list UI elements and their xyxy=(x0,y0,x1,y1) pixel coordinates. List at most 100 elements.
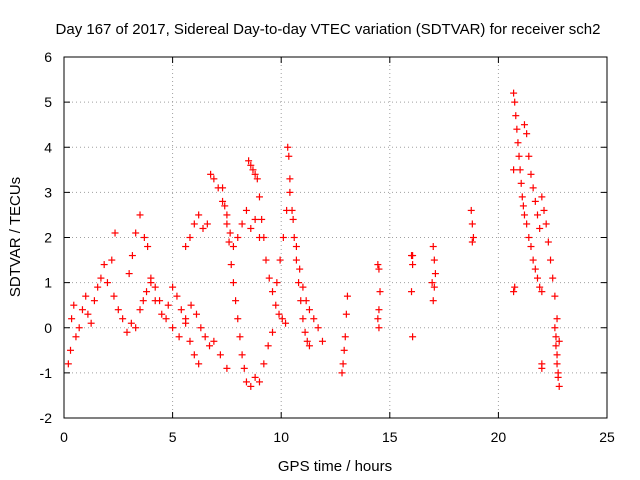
data-point-plus xyxy=(290,234,298,241)
data-point-plus xyxy=(223,220,231,228)
data-point-plus xyxy=(260,234,268,241)
data-point-plus xyxy=(201,333,209,341)
data-point-plus xyxy=(186,234,194,241)
data-point-plus xyxy=(229,243,237,251)
data-point-plus xyxy=(409,261,417,269)
data-point-plus xyxy=(158,310,166,318)
data-point-plus xyxy=(229,279,237,287)
data-point-plus xyxy=(511,283,519,291)
data-point-plus xyxy=(156,297,164,305)
data-point-plus xyxy=(519,202,527,210)
data-point-plus xyxy=(210,175,218,183)
data-point-plus xyxy=(525,234,533,241)
data-point-plus xyxy=(255,378,263,386)
data-point-plus xyxy=(510,288,518,296)
data-point-plus xyxy=(529,256,537,264)
data-point-plus xyxy=(516,166,524,174)
data-point-plus xyxy=(190,220,198,228)
data-point-plus xyxy=(468,220,476,228)
data-point-plus xyxy=(206,342,214,350)
data-point-plus xyxy=(247,161,255,169)
data-point-plus xyxy=(236,333,244,341)
data-point-plus xyxy=(295,279,303,287)
data-point-plus xyxy=(186,337,194,345)
data-point-plus xyxy=(182,315,190,323)
y-tick-label: 6 xyxy=(44,49,52,65)
data-point-plus xyxy=(64,360,72,368)
data-point-plus xyxy=(517,179,525,187)
data-point-plus xyxy=(219,197,227,205)
data-point-plus xyxy=(554,369,562,377)
data-point-plus xyxy=(527,243,535,251)
y-tick-label: -1 xyxy=(40,365,53,381)
x-axis-label: GPS time / hours xyxy=(278,458,392,475)
data-point-plus xyxy=(305,306,313,314)
data-point-plus xyxy=(375,265,383,273)
data-point-plus xyxy=(282,319,290,327)
y-tick-label: 3 xyxy=(44,184,52,200)
data-point-plus xyxy=(169,283,177,291)
data-point-plus xyxy=(533,274,541,282)
data-point-plus xyxy=(162,315,170,323)
data-point-plus xyxy=(94,283,102,291)
data-point-plus xyxy=(221,202,229,210)
data-point-plus xyxy=(128,252,136,260)
x-tick-label: 0 xyxy=(60,429,68,445)
data-point-plus xyxy=(467,206,475,214)
data-point-plus xyxy=(515,152,523,160)
data-point-plus xyxy=(111,229,119,237)
y-axis-label: SDTVAR / TECUs xyxy=(7,177,24,297)
data-points xyxy=(64,89,563,390)
data-point-plus xyxy=(278,315,286,323)
data-point-plus xyxy=(409,252,417,260)
data-point-plus xyxy=(468,238,476,246)
data-point-plus xyxy=(536,224,544,232)
data-point-plus xyxy=(110,292,118,300)
data-point-plus xyxy=(531,197,539,205)
data-point-plus xyxy=(338,369,346,377)
data-point-plus xyxy=(255,193,263,201)
data-point-plus xyxy=(240,364,248,372)
data-point-plus xyxy=(258,215,266,223)
data-point-plus xyxy=(553,351,561,359)
data-point-plus xyxy=(540,206,548,214)
data-point-plus xyxy=(544,238,552,246)
data-point-plus xyxy=(151,283,159,291)
data-point-plus xyxy=(374,261,382,269)
data-point-plus xyxy=(341,333,349,341)
data-point-plus xyxy=(510,166,518,174)
data-point-plus xyxy=(303,337,311,345)
data-point-plus xyxy=(68,315,76,323)
data-point-plus xyxy=(520,211,528,219)
x-tick-label: 5 xyxy=(169,429,177,445)
data-point-plus xyxy=(555,337,563,345)
data-point-plus xyxy=(301,328,309,336)
data-point-plus xyxy=(72,333,80,341)
data-point-plus xyxy=(175,333,183,341)
data-point-plus xyxy=(249,166,257,174)
data-point-plus xyxy=(531,265,539,273)
data-point-plus xyxy=(549,274,557,282)
data-point-plus xyxy=(203,220,211,228)
data-point-plus xyxy=(234,315,242,323)
data-point-plus xyxy=(227,261,235,269)
data-point-plus xyxy=(192,310,200,318)
data-point-plus xyxy=(538,193,546,201)
data-point-plus xyxy=(551,292,559,300)
data-point-plus xyxy=(219,184,227,192)
data-point-plus xyxy=(286,188,294,196)
data-point-plus xyxy=(314,324,322,332)
data-point-plus xyxy=(518,193,526,201)
data-point-plus xyxy=(310,315,318,323)
data-point-plus xyxy=(78,306,86,314)
data-point-plus xyxy=(552,342,560,350)
data-point-plus xyxy=(542,220,550,228)
data-point-plus xyxy=(182,243,190,251)
data-point-plus xyxy=(514,139,522,147)
data-point-plus xyxy=(527,170,535,178)
data-point-plus xyxy=(273,279,281,287)
data-point-plus xyxy=(523,130,531,138)
data-point-plus xyxy=(511,98,519,106)
data-point-plus xyxy=(132,324,140,332)
